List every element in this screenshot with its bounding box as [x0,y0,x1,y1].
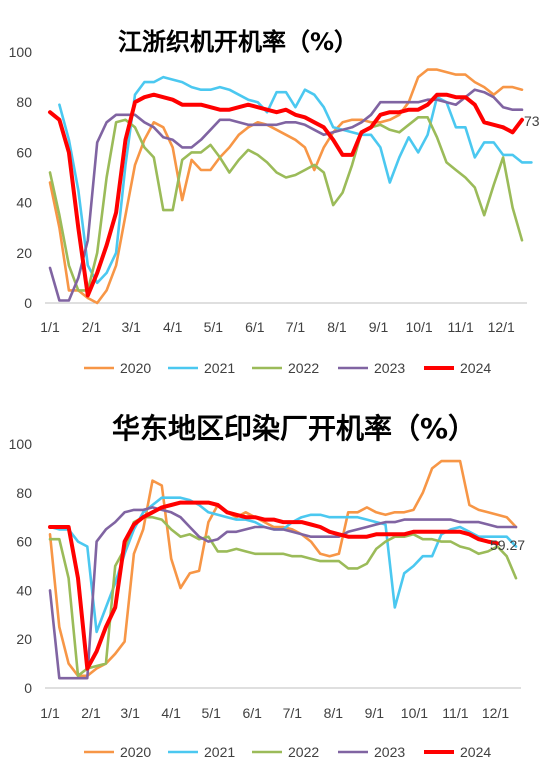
x-tick-label: 6/1 [245,319,265,335]
x-tick-label: 9/1 [369,319,389,335]
x-tick-label: 2/1 [82,319,102,335]
chart-1-end-label: 73 [524,113,540,129]
x-tick-label: 3/1 [121,319,141,335]
legend-label-2022: 2022 [288,744,319,760]
y-tick-label: 80 [16,485,32,501]
x-tick-label: 12/1 [488,319,515,335]
chart-1: 江浙织机开机率（%） 0 20 40 60 80 100 1/1 2/1 3/1 4/1 5/1 6/… [9,28,540,376]
chart-2-axes: 0 20 40 60 80 100 1/1 2/1 3/1 4/1 5/1 6/1 7/1 8/1 9/1 1… [9,436,521,721]
legend-label-2022: 2022 [288,360,319,376]
chart-2-title: 华东地区印染厂开机率（%） [112,412,476,445]
y-tick-label: 0 [24,680,32,696]
x-tick-label: 9/1 [365,705,385,721]
x-tick-label: 1/1 [40,319,60,335]
x-tick-label: 12/1 [482,705,509,721]
x-tick-label: 10/1 [401,705,428,721]
x-tick-label: 11/1 [442,705,468,721]
y-tick-label: 60 [16,144,32,160]
legend-label-2021: 2021 [204,360,235,376]
y-tick-label: 20 [16,245,32,261]
legend-label-2024: 2024 [460,360,491,376]
x-tick-label: 11/1 [448,319,474,335]
x-tick-label: 8/1 [327,319,347,335]
x-tick-label: 4/1 [163,319,183,335]
chart-1-legend: 2020 2021 2022 2023 2024 [84,360,491,376]
series-line-2024 [48,500,500,671]
legend-label-2023: 2023 [374,360,405,376]
x-tick-label: 5/1 [202,705,222,721]
legend-label-2020: 2020 [120,744,151,760]
series-line-2020 [48,459,518,678]
y-tick-label: 40 [16,195,32,211]
chart-2: 华东地区印染厂开机率（%） 0 20 40 60 80 100 1/1 2/1 3/1 4/1 5/… [9,412,526,760]
series-line-2022 [48,515,518,678]
x-tick-label: 3/1 [120,705,140,721]
x-tick-label: 6/1 [243,705,263,721]
legend-label-2024: 2024 [460,744,491,760]
series-line-2024-tail [501,117,524,135]
legend-label-2020: 2020 [120,360,151,376]
y-tick-label: 40 [16,582,32,598]
x-tick-label: 5/1 [204,319,224,335]
x-tick-label: 8/1 [324,705,344,721]
y-tick-label: 20 [16,631,32,647]
series-line-2023 [48,88,524,302]
chart-2-end-label: 59.27 [490,537,525,553]
y-tick-label: 100 [9,436,33,452]
x-tick-label: 4/1 [161,705,181,721]
legend-label-2021: 2021 [204,744,235,760]
y-tick-label: 0 [24,295,32,311]
x-tick-label: 2/1 [81,705,101,721]
chart-1-axes: 0 20 40 60 80 100 1/1 2/1 3/1 4/1 5/1 6/1 7/1 8/1 9/1 1… [9,44,527,335]
x-tick-label: 7/1 [286,319,306,335]
y-tick-label: 80 [16,94,32,110]
chart-1-title: 江浙织机开机率（%） [118,28,358,56]
series-line-2020 [48,68,524,305]
chart-2-legend: 2020 2021 2022 2023 2024 [84,744,491,760]
chart-1-series-group [48,68,533,305]
legend-label-2023: 2023 [374,744,405,760]
series-line-2024 [48,92,506,298]
chart-2-series-group [48,459,518,680]
y-tick-label: 60 [16,534,32,550]
x-tick-label: 1/1 [40,705,60,721]
x-tick-label: 7/1 [283,705,303,721]
y-tick-label: 100 [9,44,33,60]
series-line-2023 [48,506,518,680]
series-line-2021 [58,75,533,285]
x-tick-label: 10/1 [405,319,432,335]
